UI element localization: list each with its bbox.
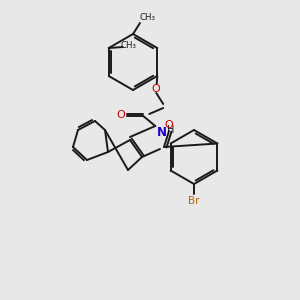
Text: N: N bbox=[157, 125, 167, 139]
Text: CH₃: CH₃ bbox=[139, 13, 155, 22]
Text: H: H bbox=[167, 125, 174, 135]
Text: CH₃: CH₃ bbox=[121, 40, 137, 50]
Text: O: O bbox=[152, 84, 161, 94]
Text: Br: Br bbox=[188, 196, 200, 206]
Text: O: O bbox=[117, 110, 126, 120]
Text: O: O bbox=[165, 120, 173, 130]
